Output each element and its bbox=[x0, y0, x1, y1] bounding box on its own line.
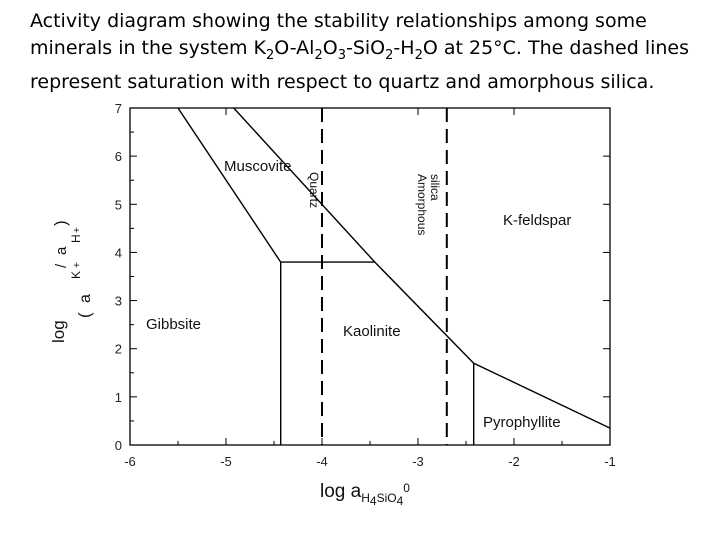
y-title-fragment: H bbox=[69, 234, 83, 243]
region-label-muscovite: Muscovite bbox=[224, 158, 292, 175]
y-axis-title: log(aK+/aH+) bbox=[49, 220, 94, 343]
x-tick-label: -5 bbox=[220, 454, 232, 469]
y-tick-label: 7 bbox=[115, 101, 122, 116]
x-tick-label: -4 bbox=[316, 454, 328, 469]
caption-text-4: -SiO bbox=[345, 37, 386, 59]
amorphous-label-line2: silica bbox=[428, 174, 442, 201]
y-title-fragment: / bbox=[53, 263, 70, 268]
region-label-kfeldspar: K-feldspar bbox=[503, 212, 571, 229]
caption-sub-2: 2 bbox=[314, 47, 323, 63]
region-label-gibbsite: Gibbsite bbox=[146, 316, 201, 333]
y-title-fragment: ( bbox=[75, 312, 94, 318]
caption-sub-3: 3 bbox=[337, 47, 346, 63]
boundary-kfeldspar-pyrophyllite bbox=[473, 362, 611, 429]
region-label-pyrophyllite: Pyrophyllite bbox=[483, 414, 561, 431]
caption-text-3: O bbox=[322, 37, 338, 59]
x-title-sub-4a: 4 bbox=[370, 494, 377, 508]
x-title-sub-h: H bbox=[361, 491, 370, 505]
phase-boundaries bbox=[177, 107, 611, 445]
region-label-kaolinite: Kaolinite bbox=[343, 323, 401, 340]
caption-sub-5: 2 bbox=[414, 47, 423, 63]
boundary-muscovite-gibbsite bbox=[177, 107, 282, 263]
figure-caption: Activity diagram showing the stability r… bbox=[30, 8, 710, 96]
y-tick-label: 6 bbox=[115, 149, 122, 164]
quartz-saturation-label: Quartz bbox=[307, 172, 321, 208]
y-tick-label: 2 bbox=[115, 342, 122, 357]
y-title-fragment: ) bbox=[51, 220, 70, 226]
boundary-muscovite-kaolinite bbox=[233, 107, 376, 263]
y-title-fragment: + bbox=[72, 262, 83, 268]
x-title-main: log a bbox=[320, 481, 362, 502]
caption-text-6: O at 25°C. The dashed lines represent sa… bbox=[30, 37, 690, 93]
y-title-fragment: log bbox=[49, 320, 68, 343]
x-title-sub-sio: SiO bbox=[377, 491, 397, 505]
x-tick-label: -1 bbox=[604, 454, 616, 469]
y-tick-label: 4 bbox=[115, 245, 122, 260]
x-tick-label: -3 bbox=[412, 454, 424, 469]
y-title-fragment: a bbox=[77, 294, 94, 303]
y-tick-label: 3 bbox=[115, 294, 122, 309]
x-tick-label: -2 bbox=[508, 454, 520, 469]
y-tick-label: 5 bbox=[115, 197, 122, 212]
y-title-fragment: K bbox=[69, 271, 83, 279]
x-tick-label: -6 bbox=[124, 454, 136, 469]
caption-text-5: -H bbox=[393, 37, 415, 59]
amorphous-label-line1: Amorphous bbox=[415, 174, 429, 235]
y-axis-ticks: 0 1 2 3 4 5 6 7 bbox=[115, 101, 610, 453]
x-axis-title: log aH4SiO40 bbox=[320, 481, 410, 508]
boundary-kfeldspar-kaolinite bbox=[374, 261, 475, 364]
caption-text-1: Activity diagram showing the stability r… bbox=[30, 10, 647, 59]
y-tick-label: 0 bbox=[115, 438, 122, 453]
x-title-sup: 0 bbox=[403, 481, 410, 495]
y-title-fragment: a bbox=[53, 246, 70, 255]
caption-sub-1: 2 bbox=[265, 47, 275, 63]
y-tick-label: 1 bbox=[115, 390, 122, 405]
caption-text-2: O-Al bbox=[274, 37, 315, 59]
caption-sub-4: 2 bbox=[385, 47, 394, 63]
x-title-sub-4b: 4 bbox=[397, 494, 404, 508]
y-title-fragment: + bbox=[72, 227, 83, 233]
